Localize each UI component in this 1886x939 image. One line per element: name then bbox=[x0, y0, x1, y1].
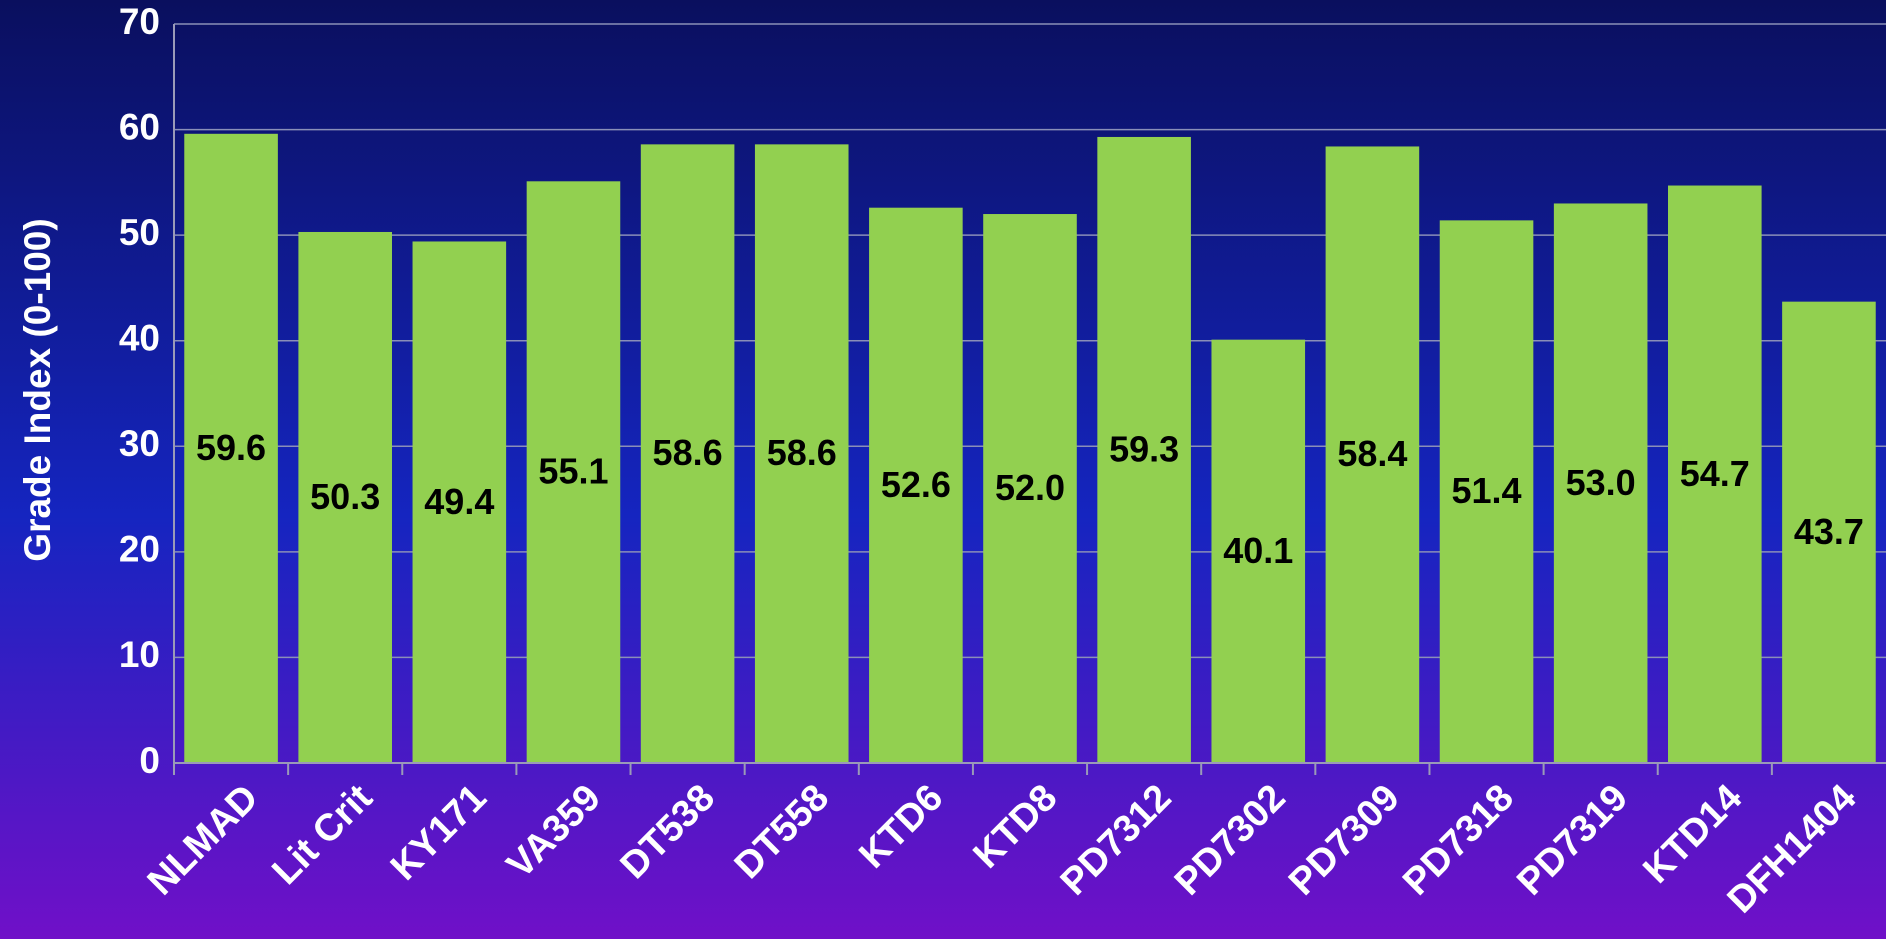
value-label: 49.4 bbox=[424, 481, 494, 522]
bar bbox=[869, 207, 963, 764]
bar bbox=[184, 133, 278, 763]
bar bbox=[983, 214, 1077, 763]
value-label: 52.0 bbox=[995, 467, 1065, 508]
bar bbox=[754, 144, 849, 763]
bar bbox=[1097, 136, 1191, 763]
value-label: 54.7 bbox=[1680, 453, 1750, 494]
bar bbox=[298, 231, 392, 763]
y-tick-label: 0 bbox=[139, 740, 160, 781]
value-label: 40.1 bbox=[1223, 530, 1293, 571]
bar bbox=[1325, 146, 1420, 763]
value-label: 53.0 bbox=[1566, 462, 1636, 503]
bar bbox=[1439, 220, 1534, 763]
value-label: 59.3 bbox=[1109, 428, 1179, 469]
y-tick-label: 40 bbox=[119, 317, 160, 358]
bar bbox=[1553, 203, 1648, 763]
value-label: 58.4 bbox=[1337, 433, 1407, 474]
y-tick-label: 60 bbox=[119, 106, 160, 147]
bar bbox=[1668, 185, 1762, 763]
bar bbox=[640, 144, 735, 763]
bar bbox=[1211, 339, 1306, 763]
y-tick-label: 30 bbox=[119, 423, 160, 464]
value-label: 58.6 bbox=[653, 432, 723, 473]
value-label: 52.6 bbox=[881, 464, 951, 505]
value-label: 51.4 bbox=[1451, 470, 1521, 511]
value-label: 59.6 bbox=[196, 427, 266, 468]
value-label: 58.6 bbox=[767, 432, 837, 473]
bar bbox=[526, 181, 621, 764]
value-label: 43.7 bbox=[1794, 511, 1864, 552]
bar bbox=[412, 241, 507, 763]
y-tick-label: 20 bbox=[119, 529, 160, 570]
value-label: 55.1 bbox=[538, 451, 608, 492]
y-tick-label: 10 bbox=[119, 634, 160, 675]
value-label: 50.3 bbox=[310, 476, 380, 517]
y-axis-label: Grade Index (0-100) bbox=[17, 218, 58, 561]
y-tick-label: 50 bbox=[119, 212, 160, 253]
y-tick-label: 70 bbox=[119, 1, 160, 42]
bar bbox=[1782, 301, 1876, 763]
